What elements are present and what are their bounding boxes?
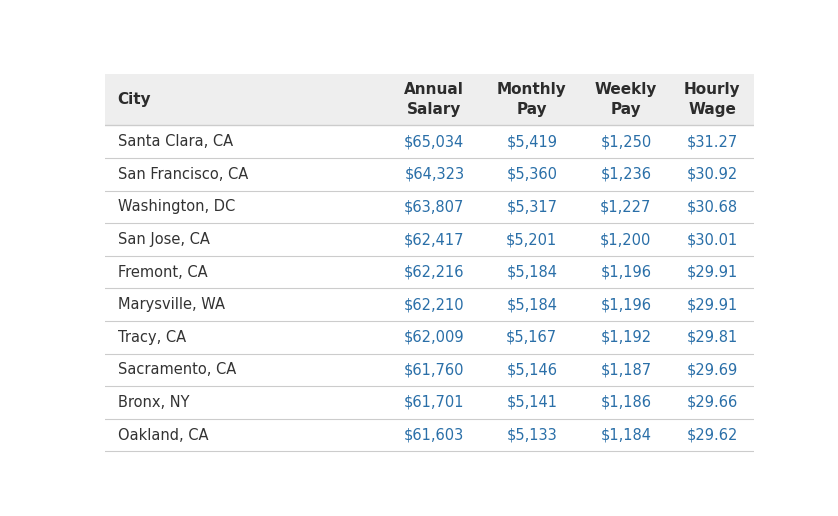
Text: $29.91: $29.91: [686, 265, 737, 280]
Text: Bronx, NY: Bronx, NY: [117, 395, 189, 410]
Text: Monthly
Pay: Monthly Pay: [497, 82, 566, 117]
Text: $62,216: $62,216: [404, 265, 464, 280]
Text: $29.62: $29.62: [686, 427, 737, 443]
Text: City: City: [117, 92, 152, 107]
Text: $65,034: $65,034: [404, 134, 464, 149]
Text: $5,167: $5,167: [506, 330, 557, 345]
Text: $29.91: $29.91: [686, 297, 737, 312]
Text: $31.27: $31.27: [686, 134, 737, 149]
Text: Sacramento, CA: Sacramento, CA: [117, 362, 236, 377]
Text: $5,184: $5,184: [506, 297, 557, 312]
Text: $1,196: $1,196: [601, 265, 651, 280]
Text: Marysville, WA: Marysville, WA: [117, 297, 225, 312]
Text: Fremont, CA: Fremont, CA: [117, 265, 207, 280]
Text: $5,184: $5,184: [506, 265, 557, 280]
Text: $61,603: $61,603: [404, 427, 464, 443]
Text: $1,227: $1,227: [600, 200, 652, 215]
Text: $5,141: $5,141: [506, 395, 557, 410]
Text: $5,201: $5,201: [506, 232, 557, 247]
Text: $29.69: $29.69: [686, 362, 737, 377]
Text: $5,146: $5,146: [506, 362, 557, 377]
Text: $29.81: $29.81: [686, 330, 737, 345]
Text: $5,133: $5,133: [506, 427, 557, 443]
Text: $1,184: $1,184: [601, 427, 651, 443]
Text: $62,210: $62,210: [404, 297, 464, 312]
Text: $5,360: $5,360: [506, 167, 557, 182]
Text: $1,236: $1,236: [601, 167, 651, 182]
Text: $64,323: $64,323: [404, 167, 464, 182]
Text: $30.01: $30.01: [686, 232, 737, 247]
Text: $5,419: $5,419: [506, 134, 557, 149]
Text: $62,009: $62,009: [404, 330, 464, 345]
Text: $5,317: $5,317: [506, 200, 557, 215]
Text: San Jose, CA: San Jose, CA: [117, 232, 210, 247]
Text: $63,807: $63,807: [404, 200, 464, 215]
Text: $1,196: $1,196: [601, 297, 651, 312]
Bar: [105, 74, 754, 125]
Text: Oakland, CA: Oakland, CA: [117, 427, 208, 443]
Text: $1,200: $1,200: [600, 232, 652, 247]
Text: $62,417: $62,417: [404, 232, 464, 247]
Text: Santa Clara, CA: Santa Clara, CA: [117, 134, 233, 149]
Text: $29.66: $29.66: [686, 395, 737, 410]
Text: $1,187: $1,187: [600, 362, 651, 377]
Text: $1,192: $1,192: [600, 330, 651, 345]
Text: Hourly
Wage: Hourly Wage: [684, 82, 740, 117]
Text: Tracy, CA: Tracy, CA: [117, 330, 186, 345]
Text: $61,701: $61,701: [404, 395, 464, 410]
Text: $30.68: $30.68: [686, 200, 737, 215]
Text: $1,250: $1,250: [600, 134, 652, 149]
Text: Weekly
Pay: Weekly Pay: [595, 82, 657, 117]
Text: $1,186: $1,186: [601, 395, 651, 410]
Text: San Francisco, CA: San Francisco, CA: [117, 167, 248, 182]
Text: Annual
Salary: Annual Salary: [405, 82, 464, 117]
Text: $30.92: $30.92: [686, 167, 737, 182]
Text: $61,760: $61,760: [404, 362, 464, 377]
Text: Washington, DC: Washington, DC: [117, 200, 235, 215]
